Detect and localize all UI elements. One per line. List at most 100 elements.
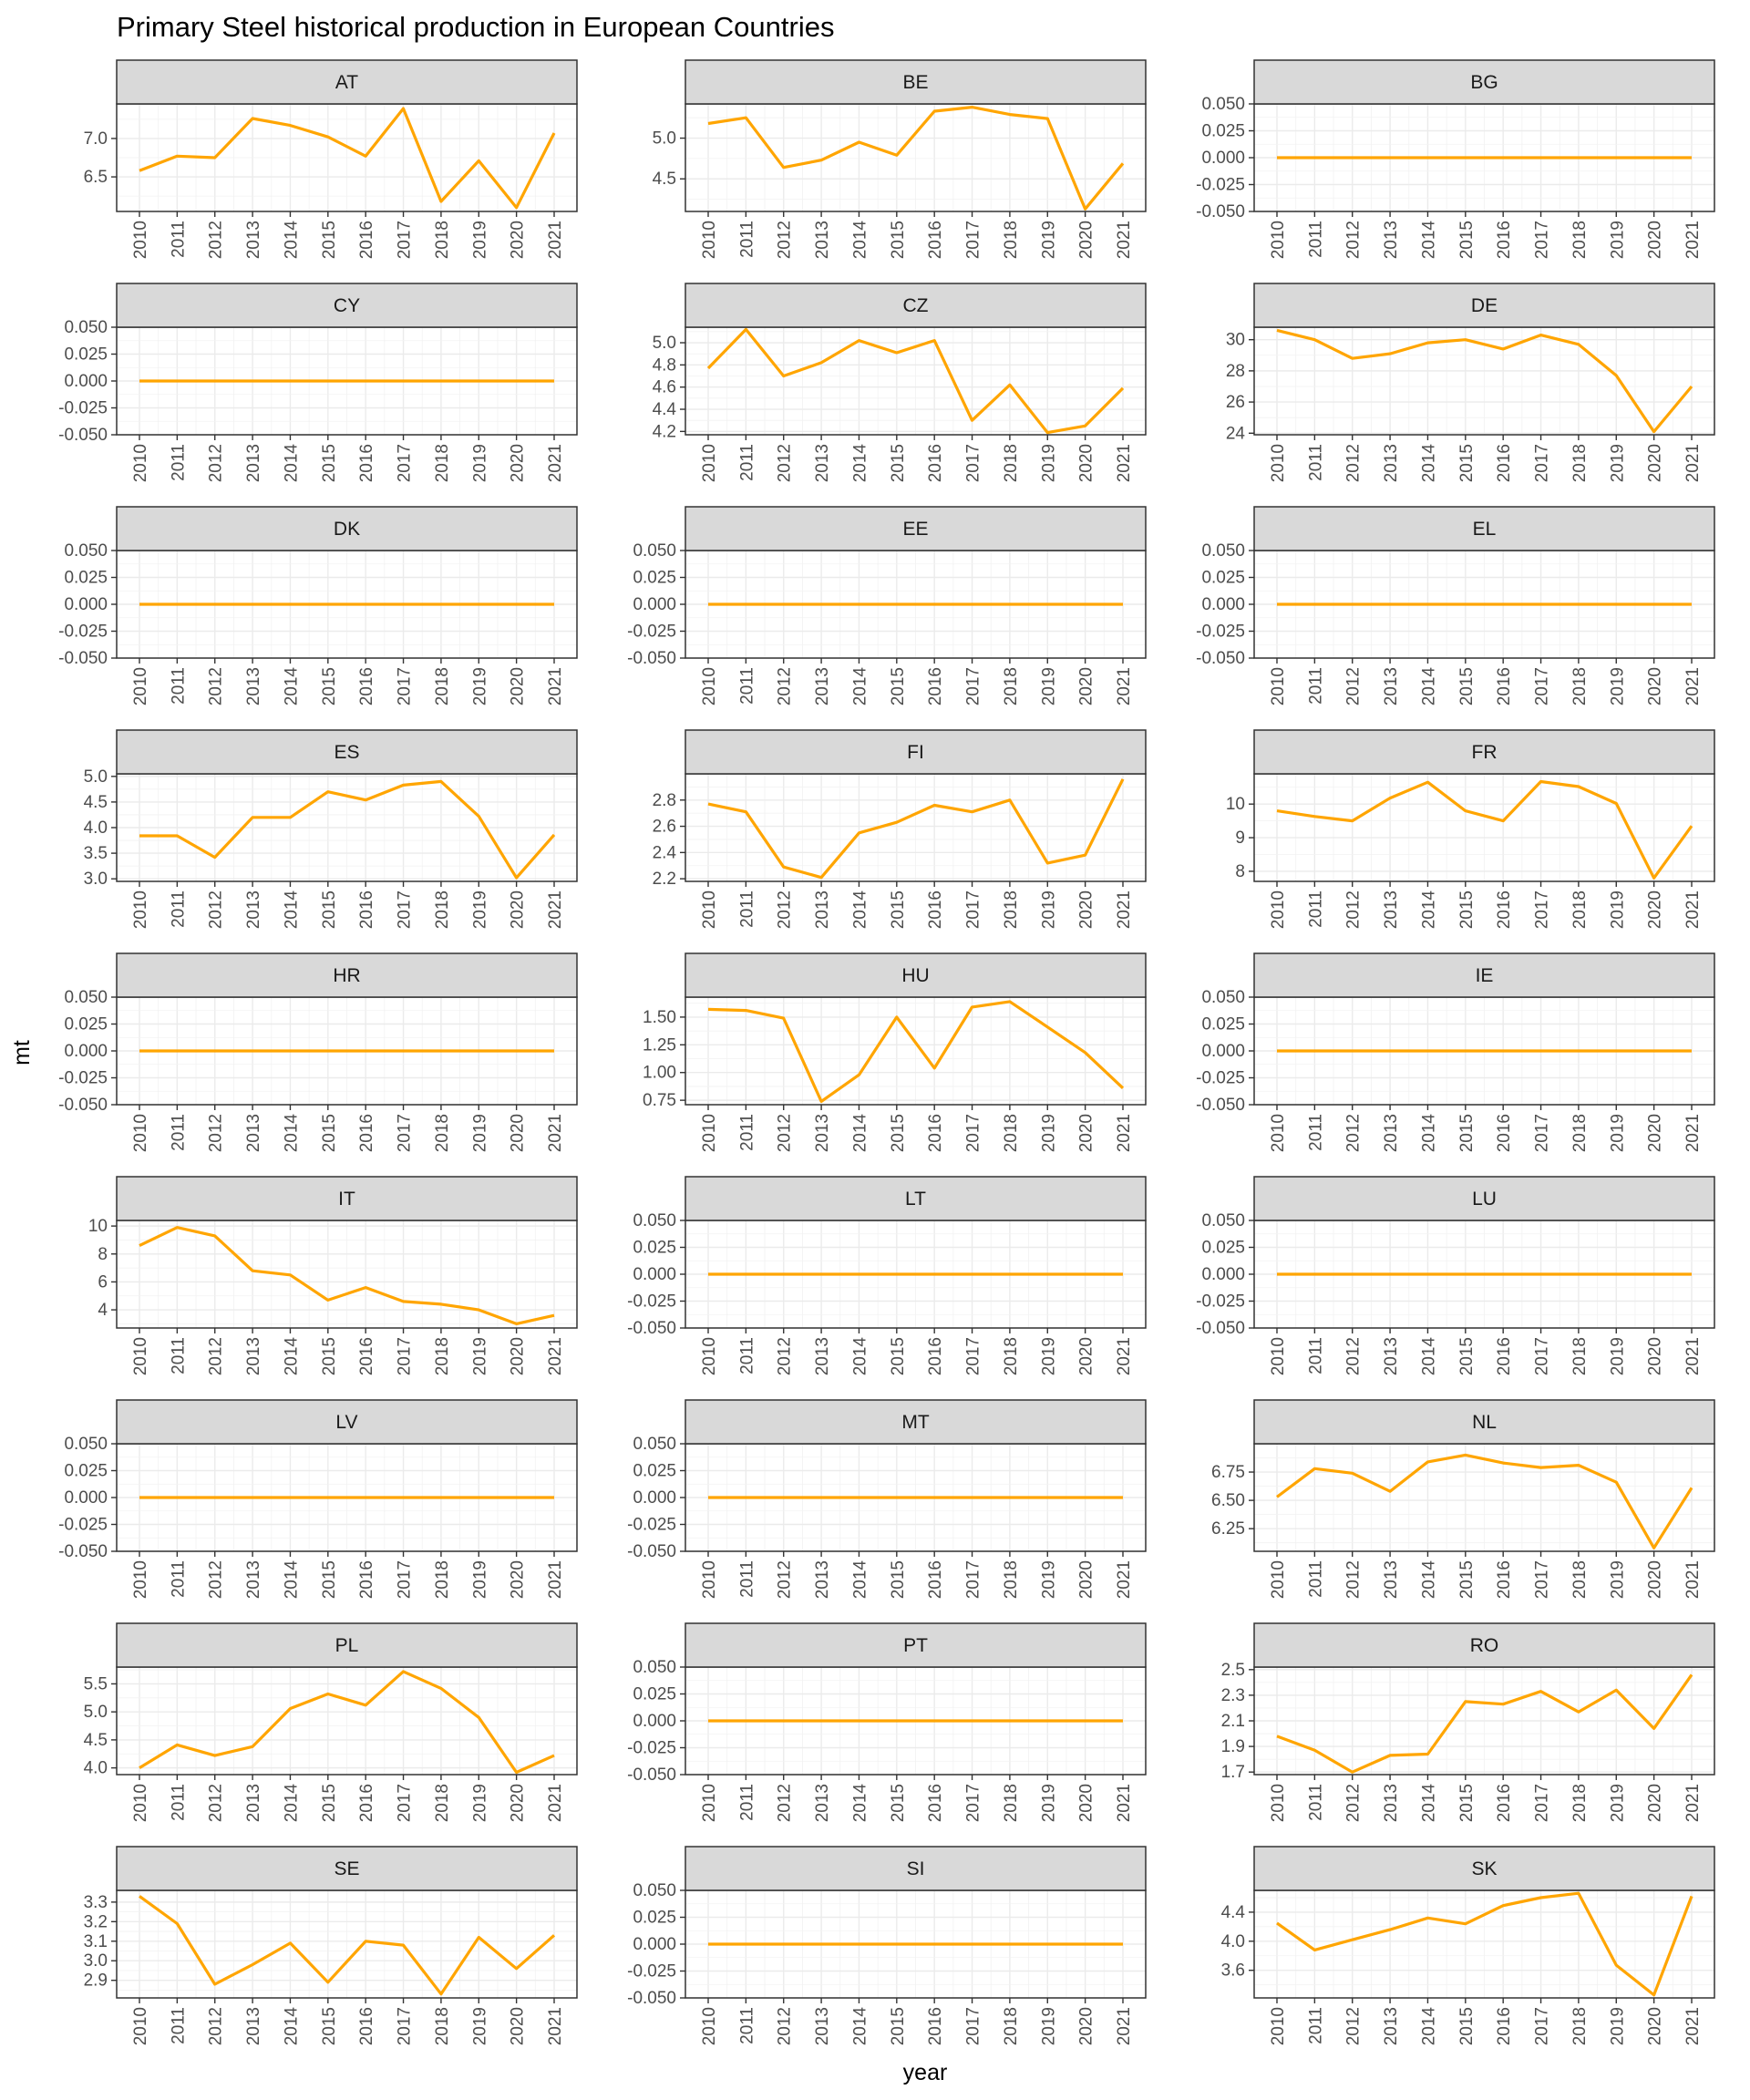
y-tick-label: 0.000 <box>64 1488 108 1508</box>
x-tick-label: 2019 <box>470 1114 489 1152</box>
x-tick-label: 2019 <box>1039 1114 1058 1152</box>
x-tick-label: 2014 <box>851 221 870 260</box>
x-tick-label: 2018 <box>1002 890 1021 929</box>
x-tick-label: 2013 <box>1382 1560 1401 1599</box>
x-tick-label: 2021 <box>1683 1337 1703 1375</box>
x-tick-label: 2016 <box>357 2007 376 2045</box>
x-tick-label: 2010 <box>131 444 150 482</box>
x-tick-label: 2019 <box>1608 1337 1627 1375</box>
x-tick-label: 2011 <box>1306 1337 1325 1374</box>
x-tick-label: 2010 <box>1269 2007 1288 2045</box>
x-tick-label: 2019 <box>470 221 489 259</box>
x-tick-label: 2015 <box>320 2007 339 2045</box>
y-tick-label: 0.025 <box>64 1462 108 1481</box>
x-tick-label: 2019 <box>1608 221 1627 259</box>
y-axis-title: mt <box>9 1040 35 1065</box>
x-tick-label: 2013 <box>813 444 832 482</box>
y-tick-label: 3.1 <box>84 1932 108 1951</box>
x-tick-label: 2013 <box>244 1784 263 1822</box>
x-tick-label: 2021 <box>1115 1337 1134 1375</box>
x-tick-label: 2012 <box>1344 890 1364 929</box>
x-tick-label: 2020 <box>509 1784 528 1822</box>
x-tick-label: 2018 <box>433 221 452 259</box>
x-tick-label: 2013 <box>244 1114 263 1152</box>
facet-label: PL <box>335 1635 359 1656</box>
facet-strip <box>685 952 1147 998</box>
panel-bg: BG -0.050 -0.025 0.000 0.025 0.050 2010 2011 201… <box>1196 59 1715 259</box>
x-tick-label: 2021 <box>1115 221 1134 259</box>
x-tick-label: 2018 <box>1570 221 1590 259</box>
y-tick-label: 2.8 <box>653 791 676 810</box>
x-tick-label: 2018 <box>433 890 452 929</box>
gridlines <box>117 1220 577 1328</box>
facet-strip <box>1253 729 1715 775</box>
x-tick-label: 2010 <box>700 1560 719 1599</box>
panel-hr: HR -0.050 -0.025 0.000 0.025 0.050 2010 2011 201… <box>58 952 578 1152</box>
x-tick-label: 2020 <box>1646 1560 1665 1599</box>
y-tick-label: 28 <box>1226 362 1245 381</box>
facet-label: EE <box>902 519 928 540</box>
series-line-fi <box>707 778 1125 880</box>
facet-strip <box>685 1399 1147 1445</box>
x-tick-label: 2020 <box>509 1114 528 1152</box>
series-line-pl <box>139 1670 555 1775</box>
x-axis-title: year <box>903 2060 948 2085</box>
x-tick-label: 2014 <box>283 1784 302 1823</box>
gridlines <box>117 774 577 881</box>
x-tick-label: 2012 <box>776 444 795 482</box>
x-tick-label: 2015 <box>320 444 339 482</box>
x-tick-label: 2010 <box>131 2007 150 2045</box>
y-tick-label: 2.2 <box>653 870 676 889</box>
x-tick-label: 2021 <box>1115 667 1134 705</box>
x-tick-label: 2018 <box>433 1784 452 1822</box>
x-tick-label: 2020 <box>509 1337 528 1375</box>
y-tick-label: -0.050 <box>58 426 108 445</box>
y-tick-label: 6.5 <box>84 168 108 187</box>
y-tick-label: 0.025 <box>1201 1015 1245 1035</box>
x-tick-label: 2019 <box>470 1337 489 1375</box>
x-tick-label: 2015 <box>889 890 908 929</box>
x-tick-label: 2016 <box>1495 2007 1514 2045</box>
x-tick-label: 2013 <box>1382 1337 1401 1375</box>
y-tick-label: 0.025 <box>633 1909 676 1928</box>
y-tick-label: -0.025 <box>627 623 676 642</box>
x-tick-label: 2014 <box>1420 1560 1439 1600</box>
x-tick-label: 2016 <box>926 1337 945 1375</box>
x-tick-label: 2010 <box>1269 221 1288 259</box>
x-tick-label: 2018 <box>1002 1560 1021 1599</box>
x-tick-label: 2010 <box>1269 667 1288 705</box>
x-tick-label: 2016 <box>926 1560 945 1599</box>
panel-mt: MT -0.050 -0.025 0.000 0.025 0.050 2010 2011 201… <box>627 1399 1147 1599</box>
y-tick-label: 26 <box>1226 393 1245 412</box>
x-tick-label: 2018 <box>433 1114 452 1152</box>
x-tick-label: 2015 <box>1457 2007 1477 2045</box>
y-tick-label: 2.5 <box>1221 1661 1245 1680</box>
series-line-ro <box>1276 1673 1693 1774</box>
x-tick-label: 2016 <box>357 1560 376 1599</box>
x-tick-label: 2021 <box>546 1337 565 1375</box>
x-tick-label: 2017 <box>964 221 983 259</box>
facet-label: BG <box>1470 72 1498 93</box>
x-tick-label: 2012 <box>207 1337 226 1375</box>
x-tick-label: 2012 <box>1344 2007 1364 2045</box>
x-tick-label: 2021 <box>1683 221 1703 259</box>
y-tick-label: 2.3 <box>1221 1686 1245 1705</box>
x-tick-label: 2018 <box>1002 1114 1021 1152</box>
y-tick-label: 0.025 <box>633 1239 676 1258</box>
y-tick-label: 0.050 <box>633 1435 676 1454</box>
x-tick-label: 2013 <box>244 221 263 259</box>
panel-dk: DK -0.050 -0.025 0.000 0.025 0.050 2010 2011 201… <box>58 506 578 705</box>
x-tick-label: 2011 <box>1306 221 1325 258</box>
x-tick-label: 2014 <box>1420 444 1439 483</box>
facet-strip <box>116 729 578 775</box>
x-tick-label: 2011 <box>737 1784 757 1821</box>
x-tick-label: 2020 <box>1077 221 1096 259</box>
x-tick-label: 2021 <box>1683 1114 1703 1152</box>
x-tick-label: 2019 <box>1608 1784 1627 1822</box>
facet-strip <box>1253 59 1715 105</box>
y-tick-label: 8 <box>98 1245 108 1264</box>
x-tick-label: 2013 <box>244 2007 263 2045</box>
x-tick-label: 2012 <box>1344 667 1364 705</box>
x-tick-label: 2014 <box>1420 1337 1439 1376</box>
x-tick-label: 2018 <box>433 667 452 705</box>
